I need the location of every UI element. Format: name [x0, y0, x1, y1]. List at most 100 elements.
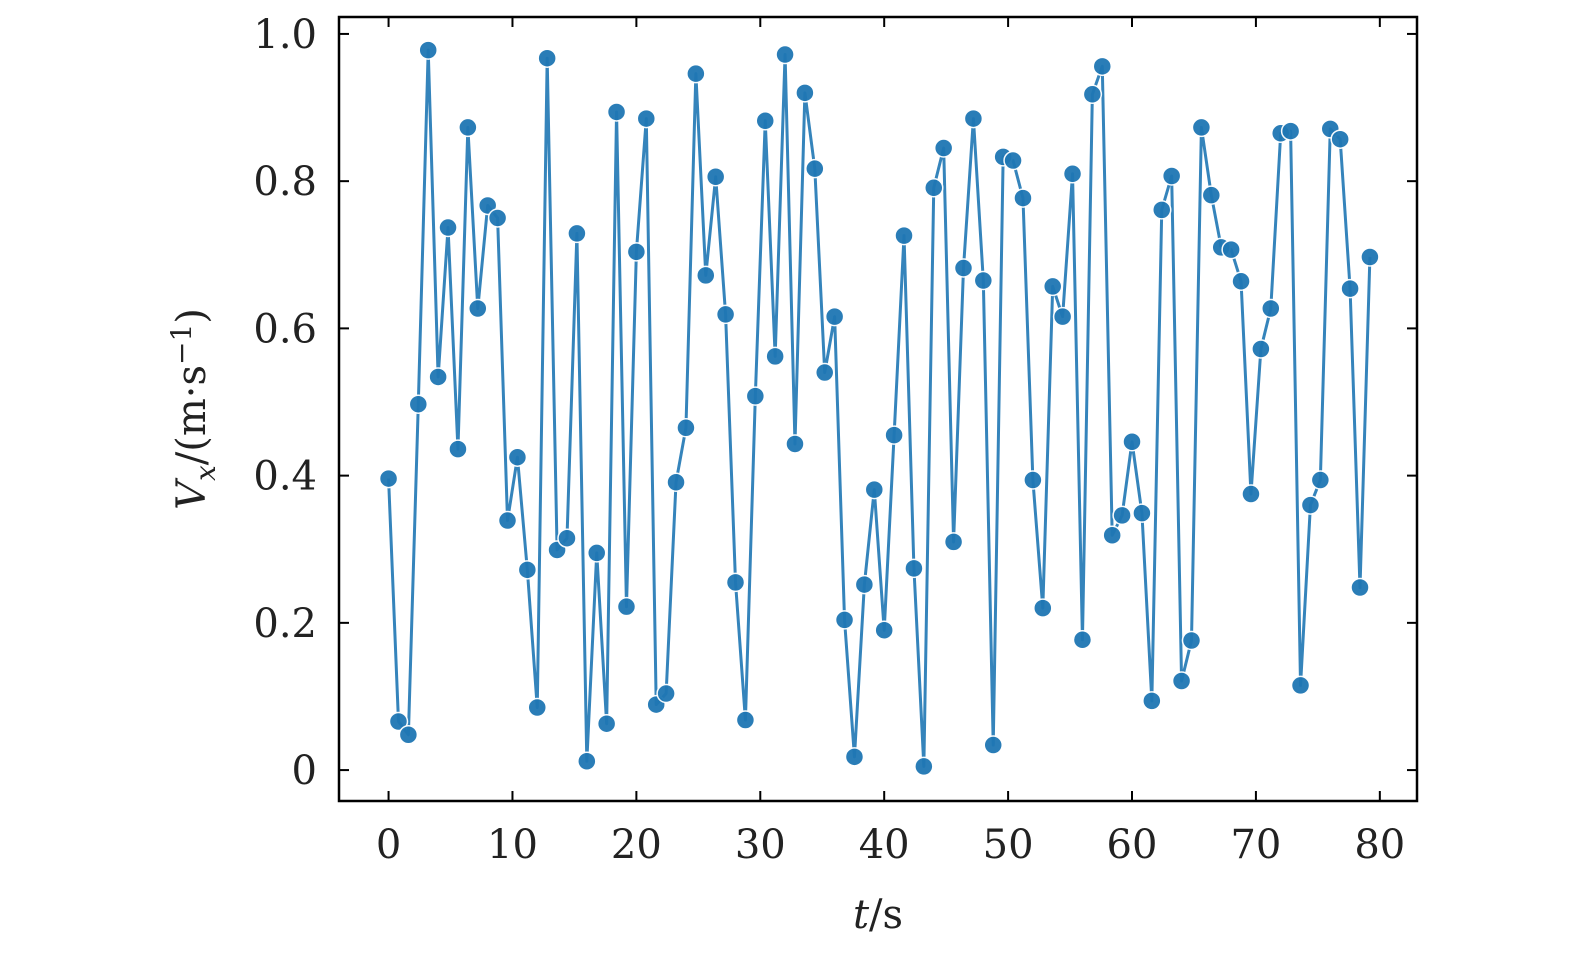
data-point	[824, 306, 845, 327]
data-point	[656, 683, 676, 704]
series-group	[378, 40, 1380, 777]
data-point	[1033, 598, 1053, 618]
data-point	[567, 223, 587, 244]
y-tick-label: 0.2	[253, 601, 317, 647]
data-point	[497, 510, 518, 531]
data-point	[1360, 247, 1380, 267]
data-point	[1062, 164, 1083, 184]
y-axis-label-unit: (m·s	[169, 365, 215, 452]
x-axis-label: t/s	[853, 892, 903, 938]
data-point	[705, 166, 726, 187]
data-point	[398, 724, 419, 745]
x-tick-label: 80	[1354, 822, 1405, 868]
data-point	[884, 425, 904, 445]
data-point	[755, 111, 775, 131]
data-point	[795, 83, 815, 103]
x-tick-label: 50	[983, 822, 1034, 868]
data-point	[864, 479, 885, 500]
data-point	[438, 217, 458, 238]
data-point	[1261, 298, 1281, 319]
y-axis-label-sep: /	[169, 451, 215, 465]
plot-frame	[337, 15, 1419, 803]
data-point	[1132, 503, 1152, 523]
data-point	[715, 304, 736, 325]
data-point	[487, 208, 508, 228]
data-point	[765, 346, 785, 367]
data-point	[844, 747, 865, 767]
data-point	[606, 102, 627, 122]
x-tick-label: 60	[1107, 822, 1158, 868]
data-point	[378, 468, 399, 489]
data-point	[1201, 185, 1222, 205]
data-point	[1300, 495, 1321, 515]
data-point	[1042, 276, 1063, 297]
x-tick-label: 40	[859, 822, 910, 868]
data-point	[914, 756, 934, 777]
data-point	[557, 528, 577, 548]
data-point	[894, 225, 914, 246]
data-point	[953, 258, 974, 278]
data-point	[448, 439, 468, 459]
data-point	[616, 596, 637, 617]
data-point	[428, 367, 448, 387]
data-point	[1241, 484, 1261, 504]
data-point	[1151, 200, 1172, 220]
data-point	[983, 735, 1003, 755]
data-point	[1280, 121, 1301, 141]
data-point	[1092, 56, 1113, 77]
data-point	[636, 108, 657, 129]
data-point	[1171, 671, 1192, 691]
data-point	[408, 394, 429, 414]
data-point	[388, 711, 409, 732]
data-point	[735, 710, 756, 730]
data-point	[666, 472, 686, 492]
data-point	[1112, 505, 1132, 526]
data-point	[1350, 577, 1370, 598]
x-axis-label-sep: /	[869, 892, 883, 938]
y-axis-label-close: )	[169, 308, 215, 324]
data-point	[1142, 691, 1162, 711]
data-point	[1072, 630, 1093, 650]
y-axis-label-sup: −1	[165, 324, 198, 365]
data-point	[834, 610, 855, 630]
y-tick-label: 0	[292, 748, 317, 794]
data-point	[1231, 271, 1251, 292]
data-point	[537, 48, 557, 68]
series-line	[387, 48, 1372, 768]
data-point	[1052, 306, 1073, 327]
data-point	[1013, 188, 1033, 208]
data-point	[854, 574, 875, 595]
data-point	[586, 543, 607, 563]
y-axis-label-var: V	[169, 477, 215, 510]
data-point	[577, 751, 597, 771]
y-tick-label: 0.8	[253, 159, 317, 205]
data-point	[1290, 675, 1311, 696]
y-axis: 0 0.2 0.4 0.6 0.8 1.0	[253, 12, 1417, 794]
data-point	[1251, 339, 1271, 359]
data-point	[696, 265, 716, 286]
data-point	[458, 117, 478, 138]
data-point	[943, 532, 964, 552]
data-point	[1340, 278, 1360, 299]
data-point	[1181, 630, 1202, 651]
y-axis-label-sub: x	[189, 465, 222, 481]
data-point	[468, 298, 488, 319]
data-point	[626, 242, 647, 262]
data-point	[1122, 432, 1142, 452]
data-point	[814, 362, 835, 383]
data-point	[1310, 470, 1331, 490]
data-point	[874, 620, 894, 640]
data-point	[924, 178, 944, 198]
data-point	[686, 63, 706, 84]
y-tick-label: 0.6	[253, 306, 317, 352]
data-point	[676, 418, 696, 438]
data-point	[904, 558, 924, 579]
data-point	[1082, 84, 1103, 105]
x-tick-label: 0	[376, 822, 401, 868]
data-point	[725, 572, 746, 593]
x-tick-label: 30	[735, 822, 786, 868]
data-point	[517, 560, 538, 580]
data-point	[775, 44, 795, 65]
data-point	[1221, 239, 1241, 260]
